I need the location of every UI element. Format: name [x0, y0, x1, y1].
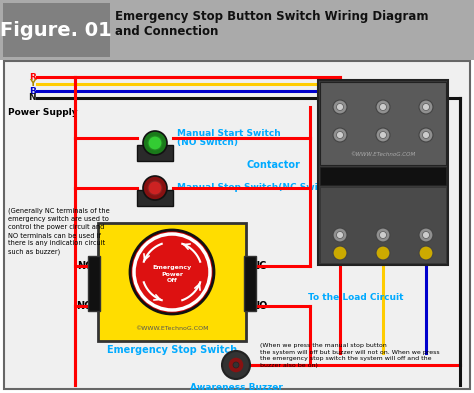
Circle shape [376, 246, 390, 260]
Bar [4, 61, 470, 389]
Bar [98, 223, 246, 341]
Circle shape [380, 231, 386, 239]
Text: and Connection: and Connection [115, 25, 219, 38]
Circle shape [419, 100, 433, 114]
Circle shape [419, 128, 433, 142]
Text: Awareness Buzzer: Awareness Buzzer [190, 383, 283, 392]
Circle shape [222, 351, 250, 379]
Circle shape [130, 230, 214, 314]
Circle shape [422, 103, 429, 110]
Circle shape [380, 132, 386, 138]
Circle shape [148, 181, 162, 195]
Circle shape [143, 131, 167, 155]
Circle shape [333, 246, 347, 260]
Circle shape [134, 234, 210, 310]
Text: NC: NC [78, 261, 93, 271]
Circle shape [337, 103, 344, 110]
Text: (When we press the manual stop button
the system will off but buzzer will not on: (When we press the manual stop button th… [260, 343, 439, 368]
Bar [320, 82, 446, 165]
Circle shape [419, 228, 433, 242]
Bar [318, 80, 448, 265]
Text: ©WWW.ETechnoG.COM: ©WWW.ETechnoG.COM [135, 327, 209, 332]
Circle shape [419, 246, 433, 260]
Text: Emergency: Emergency [152, 264, 191, 270]
Text: R: R [29, 72, 36, 81]
Circle shape [333, 128, 347, 142]
Text: Emergency Stop Button Switch Wiring Diagram: Emergency Stop Button Switch Wiring Diag… [115, 10, 428, 23]
Bar [3, 3, 110, 57]
Circle shape [380, 103, 386, 110]
Text: Contactor: Contactor [246, 160, 300, 170]
Circle shape [143, 176, 167, 200]
Text: NC: NC [251, 261, 266, 271]
Circle shape [376, 228, 390, 242]
Circle shape [337, 231, 344, 239]
Text: Manual Stop Switch(NC Switch): Manual Stop Switch(NC Switch) [177, 184, 338, 193]
Text: Off: Off [167, 279, 177, 283]
Bar [137, 190, 173, 206]
Circle shape [376, 100, 390, 114]
Text: Figure. 01: Figure. 01 [0, 20, 112, 40]
Circle shape [333, 100, 347, 114]
Bar [88, 256, 100, 311]
Circle shape [333, 228, 347, 242]
Text: ©WWW.ETechnoG.COM: ©WWW.ETechnoG.COM [350, 152, 416, 158]
Circle shape [422, 231, 429, 239]
Text: Emergency Stop Switch: Emergency Stop Switch [107, 345, 237, 355]
Text: N: N [28, 94, 36, 103]
Bar [320, 187, 446, 263]
Circle shape [228, 357, 244, 373]
Text: Power Supply: Power Supply [8, 108, 78, 117]
Circle shape [376, 128, 390, 142]
Bar [320, 167, 446, 185]
Text: Power: Power [161, 272, 183, 277]
Text: Y: Y [29, 79, 36, 88]
Circle shape [337, 132, 344, 138]
Text: NO: NO [77, 301, 93, 311]
Text: To the Load Circuit: To the Load Circuit [308, 294, 403, 303]
Bar [0, 0, 474, 60]
Bar [244, 256, 256, 311]
Circle shape [422, 132, 429, 138]
Text: NO: NO [251, 301, 267, 311]
Text: B: B [29, 86, 36, 95]
Circle shape [233, 362, 239, 368]
Circle shape [148, 136, 162, 150]
Text: Manual Start Switch: Manual Start Switch [177, 129, 281, 138]
Text: (Generally NC terminals of the
emergency switch are used to
control the power ci: (Generally NC terminals of the emergency… [8, 208, 110, 255]
Bar [137, 145, 173, 161]
Text: (NO Switch): (NO Switch) [177, 138, 238, 147]
